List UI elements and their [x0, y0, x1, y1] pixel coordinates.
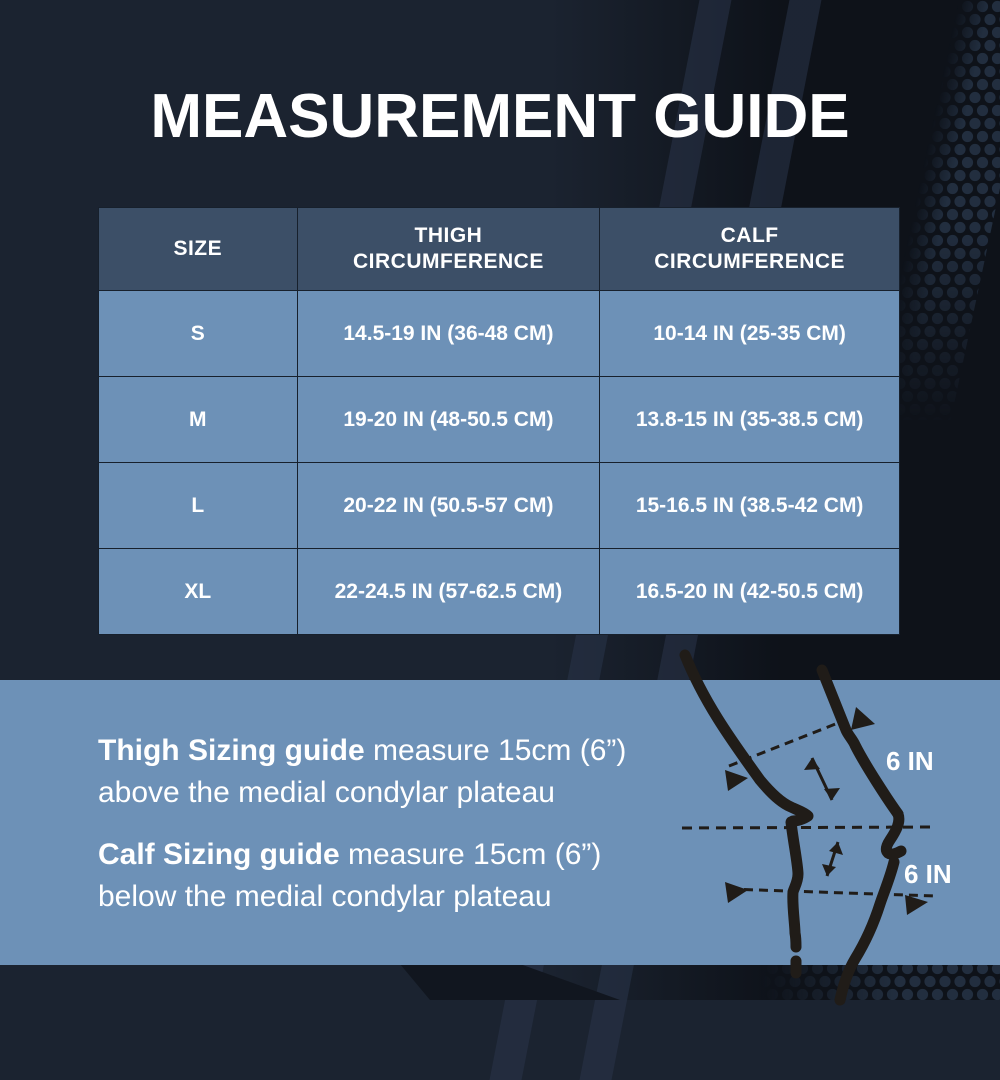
- svg-text:6 IN: 6 IN: [886, 746, 934, 776]
- svg-text:6 IN: 6 IN: [904, 859, 952, 889]
